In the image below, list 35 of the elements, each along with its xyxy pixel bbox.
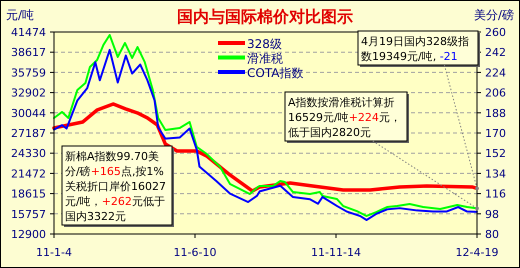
y2-tick-label: 152 [485, 147, 506, 160]
x-tick-label: 11-11-14 [311, 246, 361, 259]
y-tick-label: 35759 [11, 66, 46, 80]
y2-tick-label: 170 [485, 127, 506, 140]
y-tick-label: 38617 [11, 46, 46, 60]
y-tick-label: 41474 [11, 26, 46, 39]
annotation: 4月19日国内328级指数19349元/吨, -21 [361, 35, 469, 63]
y2-tick-label: 98 [485, 208, 499, 221]
x-tick-label: 11-1-4 [36, 246, 72, 259]
y-tick-label: 15757 [11, 208, 46, 221]
x-tick-label: 12-4-19 [456, 246, 498, 259]
y2-tick-label: 242 [485, 46, 506, 60]
legend-label: 滑准税 [247, 52, 283, 66]
legend-label: 328级 [247, 37, 282, 51]
y-tick-label: 30044 [11, 106, 46, 120]
annotation: A指数按滑准税计算折16529元/吨+224元，低于国内2820元 [288, 96, 401, 139]
y2-tick-label: 116 [485, 188, 506, 201]
y-tick-label: 12900 [11, 228, 46, 241]
y-tick-label: 27187 [11, 127, 46, 140]
y2-tick-label: 134 [485, 167, 506, 180]
y2-tick-label: 206 [485, 86, 506, 100]
legend-label: COTA指数 [247, 66, 304, 80]
chart-title: 国内与国际棉价对比图示 [177, 7, 353, 26]
text: 新棉A指数99.70美分/磅+165点,按1% 关税折口岸价16027元/吨，+262元低于国内3322元 [65, 150, 166, 223]
y-tick-label: 21472 [11, 167, 46, 180]
y-tick-label: 32902 [11, 86, 46, 100]
y2-tick-label: 260 [485, 26, 506, 39]
y2-axis-title: 美分/磅 [474, 8, 514, 22]
x-tick-label: 11-6-10 [174, 246, 216, 259]
y2-tick-label: 188 [485, 106, 506, 120]
y2-tick-label: 80 [485, 228, 499, 241]
y-tick-label: 24330 [11, 147, 46, 160]
y-tick-label: 18615 [11, 188, 46, 201]
y2-tick-label: 224 [485, 66, 506, 80]
y-axis-title: 元/吨 [6, 8, 34, 22]
